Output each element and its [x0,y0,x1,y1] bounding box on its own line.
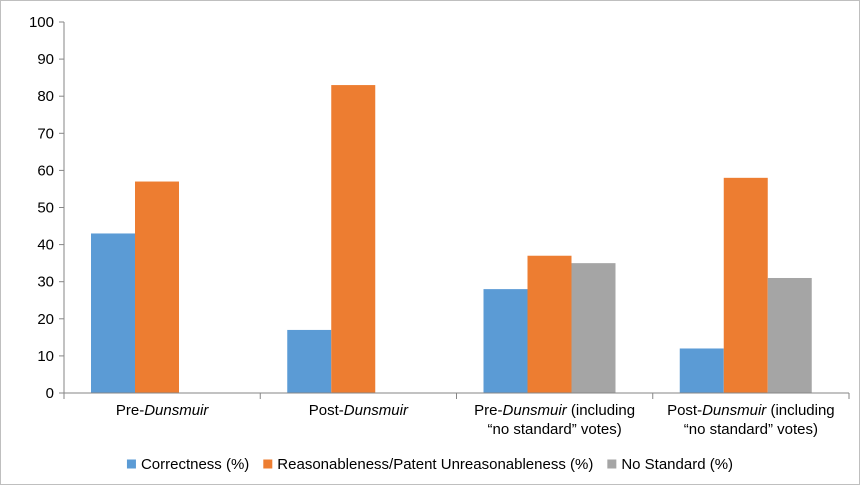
x-category-label: Post-Dunsmuir (including [667,402,835,419]
y-axis-tick-labels: 0 10 20 30 40 50 60 70 80 90 100 [29,14,54,402]
bar-1-1 [91,233,135,393]
y-tick-label: 80 [37,88,54,105]
bar-1-2 [287,330,331,393]
legend-label: No Standard (%) [621,456,733,473]
legend-label: Correctness (%) [141,456,249,473]
bars [91,85,812,393]
bar-2-3 [528,256,572,393]
y-tick-label: 0 [46,385,54,402]
legend-swatch-1 [127,460,136,469]
y-tick-label: 10 [37,348,54,365]
x-category-label: Pre-Dunsmuir (including [474,402,635,419]
legend-label: Reasonableness/Patent Unreasonableness (… [277,456,593,473]
x-category-label: “no standard” votes) [684,421,818,438]
x-category-label: Pre-Dunsmuir [116,402,210,419]
legend-swatch-3 [607,460,616,469]
bar-3-3 [572,263,616,393]
y-tick-label: 20 [37,311,54,328]
bar-1-3 [484,289,528,393]
y-tick-label: 90 [37,51,54,68]
y-tick-label: 100 [29,14,54,31]
category-labels: Pre-Dunsmuir Post-Dunsmuir Pre-Dunsmuir (i… [116,402,835,438]
y-tick-label: 30 [37,274,54,291]
legend-swatch-2 [263,460,272,469]
bar-3-4 [768,278,812,393]
bar-2-2 [331,85,375,393]
bar-2-4 [724,178,768,393]
x-category-label: Post-Dunsmuir [309,402,409,419]
y-tick-label: 60 [37,162,54,179]
y-tick-label: 40 [37,237,54,254]
x-category-label: “no standard” votes) [488,421,622,438]
y-tick-label: 50 [37,200,54,217]
bar-2-1 [135,182,179,393]
legend: Correctness (%) Reasonableness/Patent Unr… [127,456,733,473]
y-tick-label: 70 [37,125,54,142]
bar-1-4 [680,348,724,393]
